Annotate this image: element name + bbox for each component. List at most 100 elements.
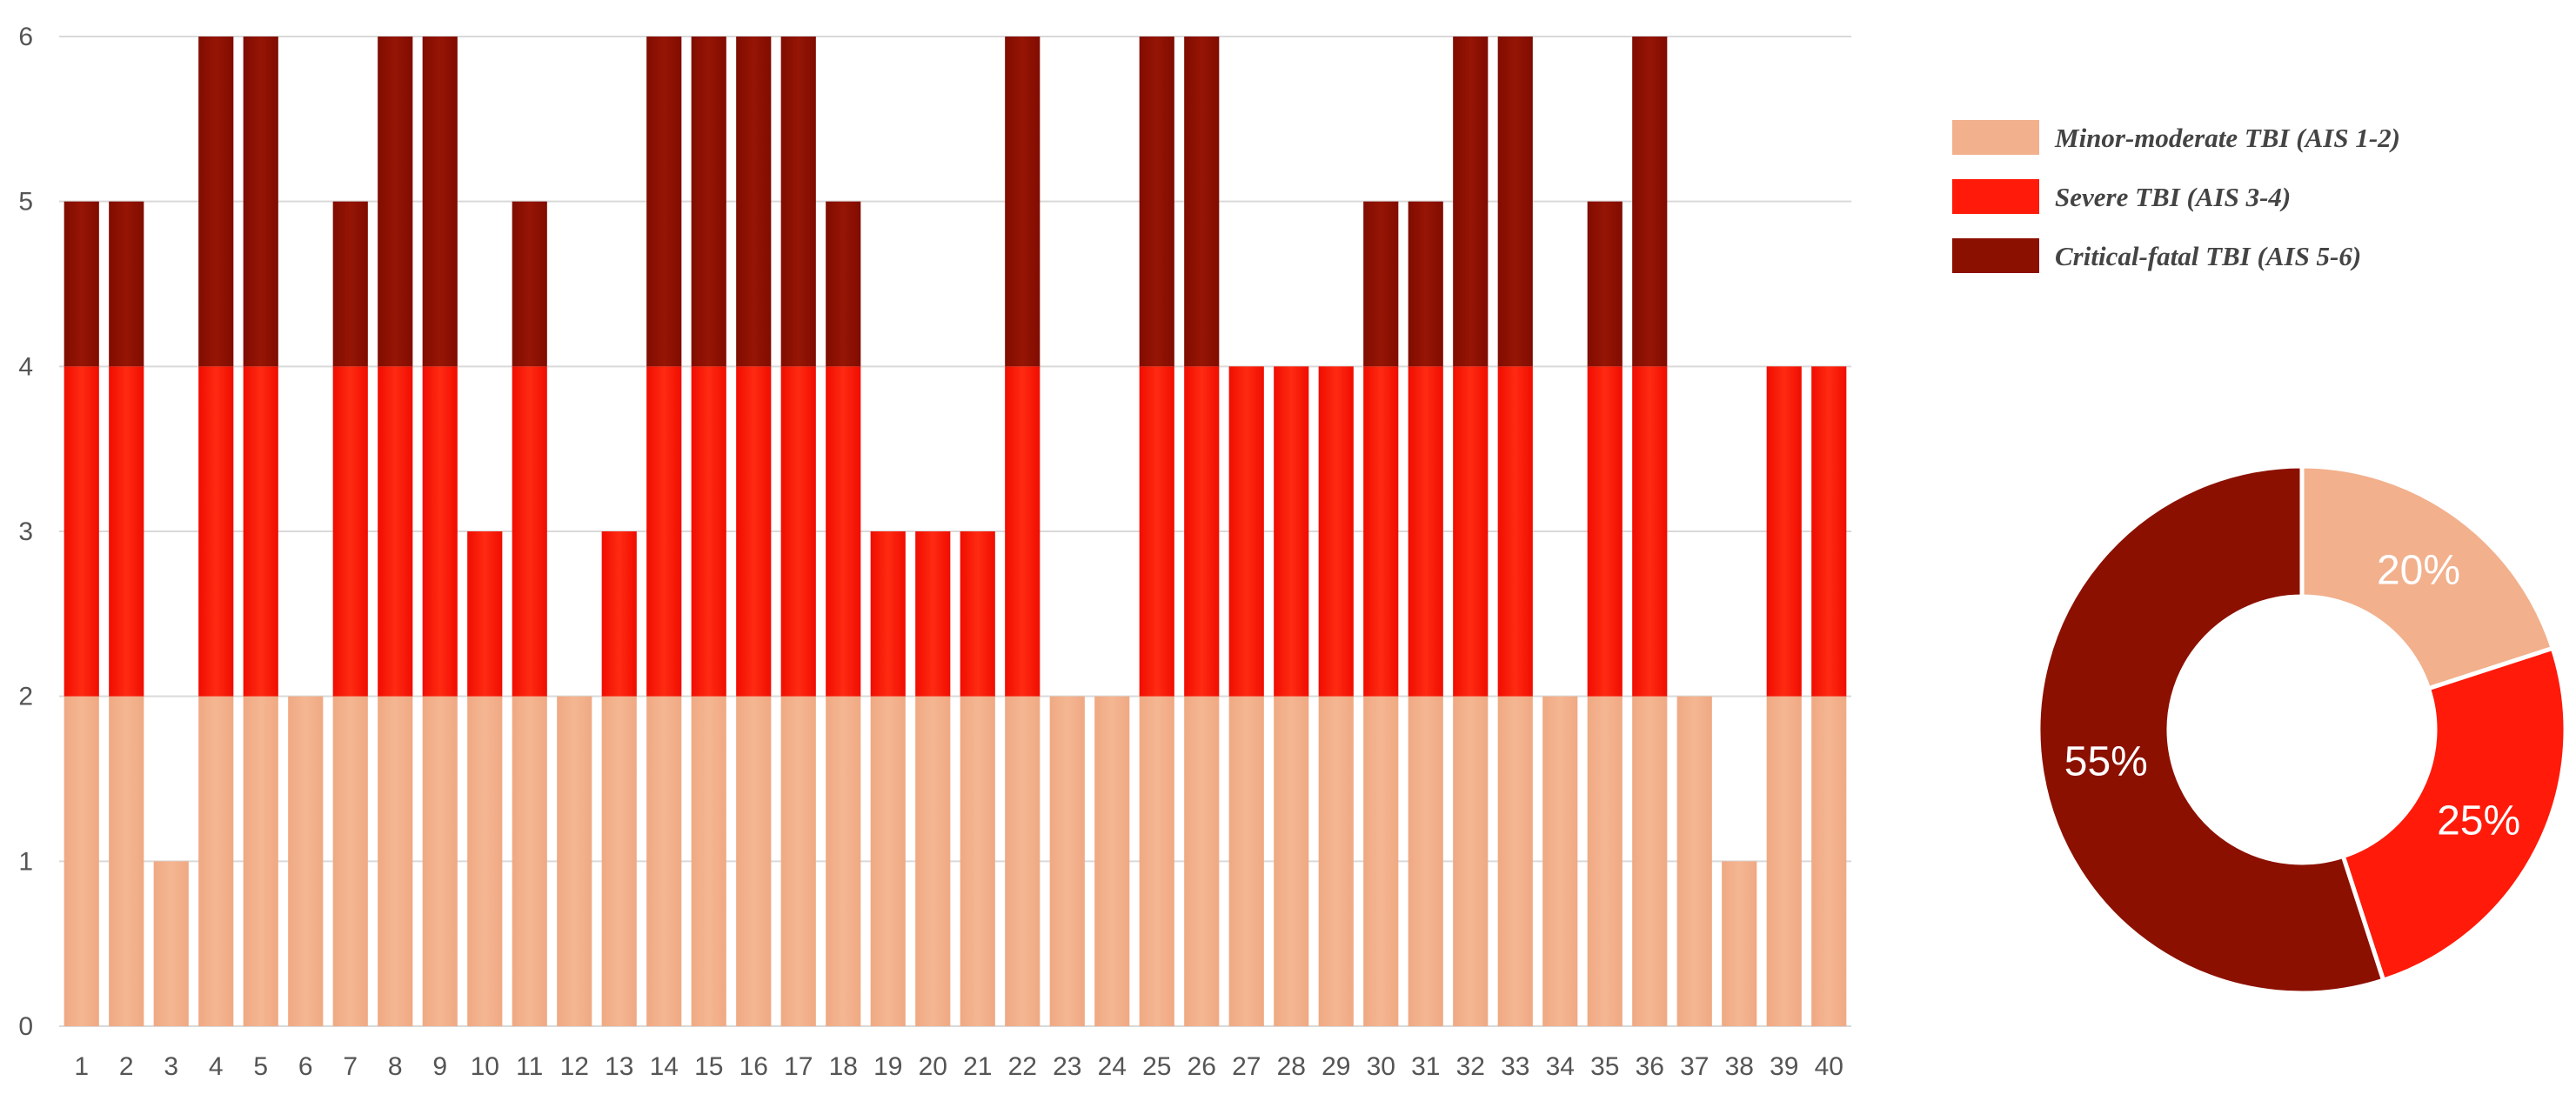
bar-segment (288, 696, 324, 1026)
bar-segment (1049, 696, 1085, 1026)
bar-segment (1676, 696, 1712, 1026)
bar-segment (780, 696, 816, 1026)
bar-segment (109, 201, 144, 367)
x-tick-label: 1 (74, 1052, 89, 1081)
x-tick-label: 6 (298, 1052, 313, 1081)
bar-segment (198, 366, 234, 697)
legend-label: Critical-fatal TBI (AIS 5-6) (2055, 241, 2361, 271)
bar-segment (1587, 366, 1623, 697)
bar-segment (1318, 696, 1354, 1026)
bar-segment (1453, 696, 1489, 1026)
bar-segment (1722, 861, 1757, 1026)
x-tick-label: 12 (560, 1052, 589, 1081)
x-tick-label: 35 (1590, 1052, 1619, 1081)
bar-segment (64, 201, 99, 367)
x-tick-label: 2 (119, 1052, 134, 1081)
bar-segment (960, 531, 995, 697)
bar-segment (422, 696, 458, 1026)
bar-segment (243, 366, 278, 697)
bar-segment (1408, 366, 1443, 697)
bar-segment (870, 696, 906, 1026)
x-tick-label: 38 (1725, 1052, 1754, 1081)
bar-segment (109, 366, 144, 697)
bar-segment (1274, 696, 1309, 1026)
legend-label: Minor-moderate TBI (AIS 1-2) (2054, 123, 2400, 153)
bar-segment (512, 366, 547, 697)
bar-segment (646, 37, 682, 367)
x-tick-label: 30 (1367, 1052, 1395, 1081)
bar-segment (1318, 366, 1354, 697)
x-tick-label: 15 (694, 1052, 723, 1081)
bar-segment (332, 201, 368, 367)
bar-segment (1228, 696, 1264, 1026)
x-tick-label: 20 (919, 1052, 947, 1081)
bar-segment (1005, 37, 1040, 367)
bar-segment (1542, 696, 1578, 1026)
x-tick-label: 25 (1142, 1052, 1171, 1081)
bar-segment (870, 531, 906, 697)
x-tick-label: 29 (1321, 1052, 1350, 1081)
bar-segment (1184, 366, 1220, 697)
x-tick-label: 17 (784, 1052, 813, 1081)
bar-segment (243, 37, 278, 367)
bar-segment (422, 366, 458, 697)
x-tick-label: 32 (1456, 1052, 1485, 1081)
bar-segment (1139, 37, 1174, 367)
bar-segment (557, 696, 592, 1026)
y-tick-label: 0 (18, 1012, 33, 1041)
bar-segment (691, 696, 726, 1026)
bar-segment (826, 366, 861, 697)
bar-segment (109, 696, 144, 1026)
x-tick-label: 34 (1546, 1052, 1575, 1081)
bar-segment (1766, 696, 1802, 1026)
legend-swatch (1952, 120, 2039, 155)
bar-segment (1094, 696, 1130, 1026)
bar-segment (1005, 366, 1040, 697)
x-tick-label: 24 (1098, 1052, 1127, 1081)
x-tick-label: 28 (1277, 1052, 1306, 1081)
x-tick-label: 39 (1770, 1052, 1798, 1081)
y-tick-label: 5 (18, 188, 33, 217)
stacked-bar-chart (64, 37, 1847, 1026)
bar-segment (243, 696, 278, 1026)
y-tick-label: 2 (18, 683, 33, 711)
bar-segment (736, 37, 772, 367)
bar-segment (1363, 366, 1399, 697)
bar-segment (1228, 366, 1264, 697)
x-tick-label: 8 (388, 1052, 403, 1081)
bar-segment (780, 37, 816, 367)
x-tick-label: 16 (739, 1052, 768, 1081)
x-tick-label: 4 (209, 1052, 224, 1081)
legend-swatch (1952, 179, 2039, 214)
x-tick-label: 10 (471, 1052, 499, 1081)
bar-segment (332, 696, 368, 1026)
x-tick-label: 5 (253, 1052, 268, 1081)
donut-chart: 20% 25% 55% (2036, 464, 2568, 996)
bar-segment (1497, 696, 1533, 1026)
bar-segment (1274, 366, 1309, 697)
bar-segment (378, 37, 413, 367)
x-tick-label: 14 (650, 1052, 679, 1081)
bar-segment (826, 201, 861, 367)
bar-segment (1184, 37, 1220, 367)
bar-segment (153, 861, 189, 1026)
bar-segment (736, 696, 772, 1026)
bar-segment (1363, 201, 1399, 367)
bar-segment (826, 696, 861, 1026)
donut-slice-label: 55% (2064, 739, 2148, 785)
bar-segment (1632, 366, 1668, 697)
x-tick-label: 33 (1501, 1052, 1529, 1081)
bar-segment (1408, 696, 1443, 1026)
x-tick-label: 37 (1680, 1052, 1709, 1081)
bar-segment (1139, 366, 1174, 697)
bar-segment (64, 696, 99, 1026)
bar-segment (1632, 696, 1668, 1026)
x-tick-label: 19 (873, 1052, 902, 1081)
bar-segment (1811, 696, 1847, 1026)
bar-segment (646, 366, 682, 697)
x-tick-label: 26 (1188, 1052, 1216, 1081)
x-tick-label: 7 (343, 1052, 358, 1081)
bar-segment (960, 696, 995, 1026)
x-tick-label: 13 (605, 1052, 633, 1081)
y-tick-label: 1 (18, 847, 33, 876)
